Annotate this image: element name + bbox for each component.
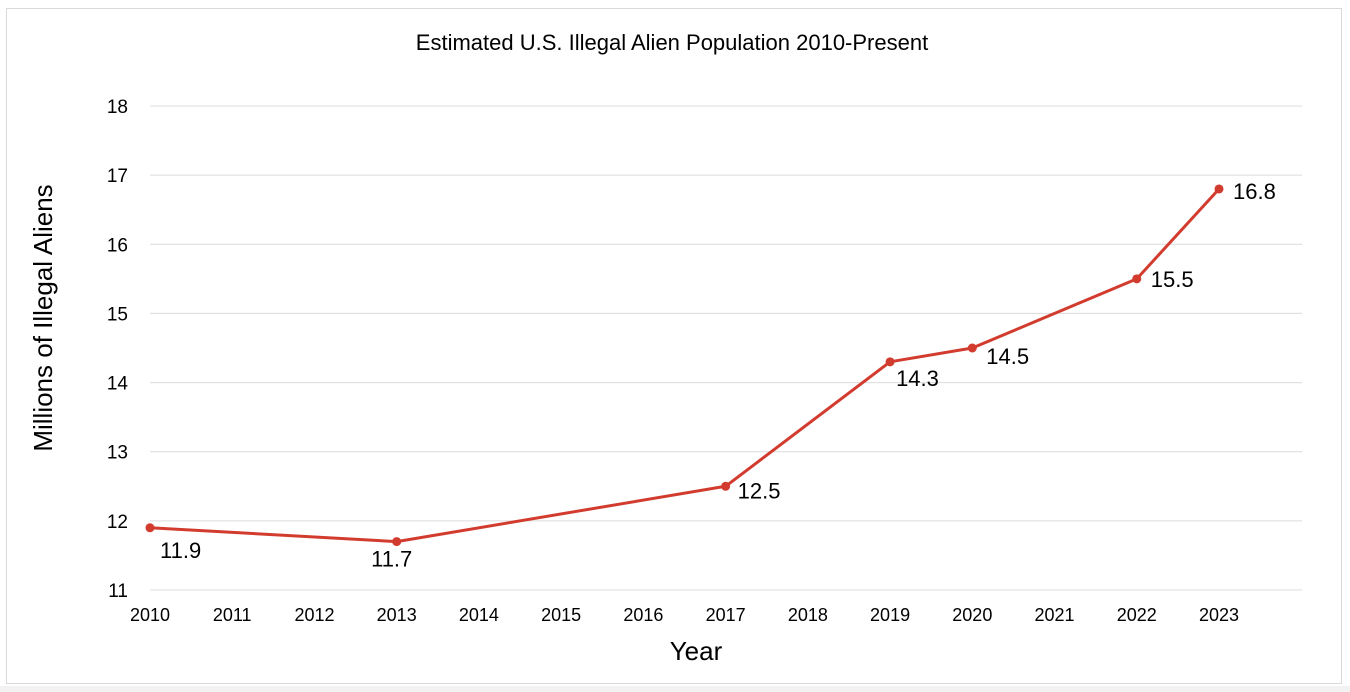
data-label-2013: 11.7 (371, 547, 412, 572)
x-tick-label: 2014 (459, 605, 499, 625)
data-points (145, 184, 1224, 547)
data-point-2022 (1132, 274, 1142, 284)
x-tick-label: 2023 (1199, 605, 1239, 625)
data-point-2020 (967, 343, 977, 353)
y-tick-label: 15 (107, 304, 128, 325)
y-axis-ticks: 11 12 13 14 15 16 17 18 (107, 97, 129, 602)
data-label-2023: 16.8 (1233, 179, 1276, 204)
y-tick-label: 18 (107, 97, 128, 118)
y-tick-label: 17 (107, 166, 128, 187)
chart-title: Estimated U.S. Illegal Alien Population … (416, 30, 928, 55)
y-tick-label: 14 (107, 374, 129, 395)
x-tick-label: 2011 (213, 605, 252, 625)
data-label-2010: 11.9 (160, 538, 201, 563)
x-tick-label: 2018 (788, 605, 828, 625)
y-axis-title: Millions of Illegal Aliens (28, 184, 58, 451)
x-tick-label: 2021 (1035, 605, 1075, 625)
bottom-strip (0, 686, 1350, 692)
x-tick-label: 2015 (541, 605, 581, 625)
data-label-2019: 14.3 (896, 366, 939, 391)
x-tick-label: 2010 (130, 605, 170, 625)
y-tick-label: 13 (107, 443, 128, 464)
x-axis-ticks: 2010 2011 2012 2013 2014 2015 2016 2017 2018 2019… (130, 605, 1239, 625)
data-point-2023 (1214, 184, 1224, 194)
y-tick-label: 16 (107, 235, 128, 256)
data-point-2019 (885, 357, 895, 367)
series-line-layer (149, 187, 1221, 544)
data-point-2013 (392, 537, 402, 547)
x-tick-label: 2019 (870, 605, 910, 625)
data-point-2010 (145, 523, 155, 533)
gridlines (150, 105, 1302, 591)
data-point-2017 (721, 481, 731, 491)
series-line (149, 187, 1221, 544)
data-label-2022: 15.5 (1151, 267, 1194, 292)
x-tick-label: 2022 (1117, 605, 1157, 625)
y-tick-label: 11 (108, 581, 128, 602)
data-label-2017: 12.5 (738, 478, 781, 503)
x-tick-label: 2016 (623, 605, 663, 625)
x-tick-label: 2012 (294, 605, 334, 625)
x-tick-label: 2013 (377, 605, 417, 625)
chart-frame (6, 8, 1342, 684)
x-tick-label: 2020 (952, 605, 992, 625)
data-label-2020: 14.5 (986, 344, 1029, 369)
data-labels: 11.9 11.7 12.5 14.3 14.5 15.5 16.8 (160, 179, 1276, 572)
x-axis-title: Year (670, 636, 723, 666)
y-tick-label: 12 (107, 512, 128, 533)
x-tick-label: 2017 (706, 605, 746, 625)
